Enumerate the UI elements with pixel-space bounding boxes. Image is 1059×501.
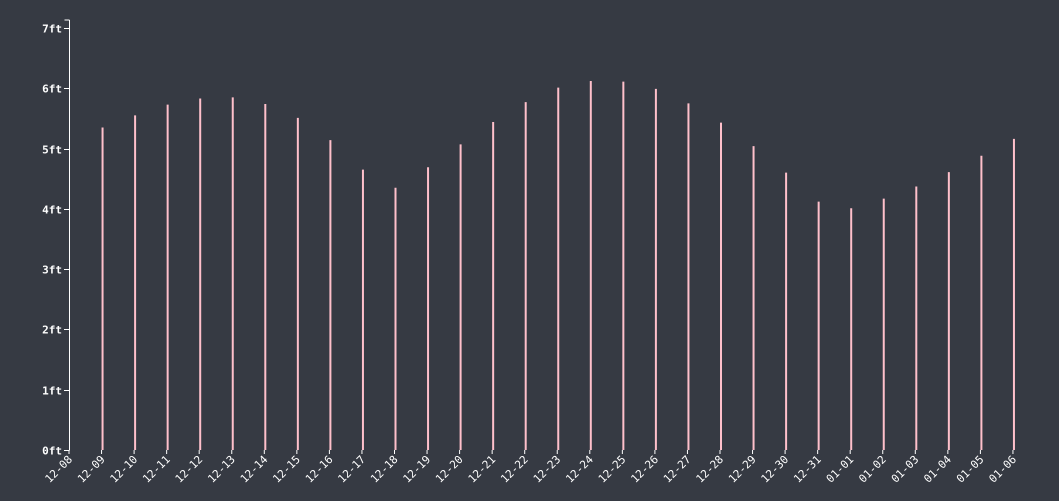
- y-tick-label: 5ft: [42, 144, 62, 157]
- x-tick-label: 12-26: [628, 453, 661, 486]
- y-tick-label: 0ft: [42, 445, 62, 458]
- x-tick-label: 12-12: [173, 453, 206, 486]
- x-tick-label: 01-02: [856, 453, 889, 486]
- x-tick-label: 12-25: [596, 453, 629, 486]
- x-tick-label: 12-08: [43, 453, 76, 486]
- x-tick-label: 12-27: [661, 453, 694, 486]
- x-tick-label: 12-30: [759, 453, 792, 486]
- x-tick-label: 12-23: [531, 453, 564, 486]
- x-tick-label: 01-05: [954, 453, 987, 486]
- bar-series: [101, 81, 1015, 450]
- x-tick-label: 01-06: [986, 453, 1019, 486]
- y-tick-label: 6ft: [42, 83, 62, 96]
- x-tick-label: 12-31: [791, 453, 824, 486]
- y-axis-line: [64, 19, 70, 451]
- x-tick-label: 12-13: [205, 453, 238, 486]
- x-tick-label: 12-24: [563, 453, 596, 486]
- y-tick-label: 2ft: [42, 324, 62, 337]
- x-tick-label: 12-17: [335, 453, 368, 486]
- x-tick-label: 12-18: [368, 453, 401, 486]
- x-tick-label: 01-03: [889, 453, 922, 486]
- y-tick-label: 1ft: [42, 385, 62, 398]
- x-tick-label: 12-29: [726, 453, 759, 486]
- y-tick-label: 4ft: [42, 204, 62, 217]
- x-tick-label: 12-19: [401, 453, 434, 486]
- y-tick-label: 3ft: [42, 264, 62, 277]
- x-tick-label: 12-11: [140, 453, 173, 486]
- y-tick-label: 7ft: [42, 23, 62, 36]
- x-tick-label: 12-15: [270, 453, 303, 486]
- x-tick-label: 12-22: [498, 453, 531, 486]
- x-tick-label: 12-14: [238, 453, 271, 486]
- y-axis: 0ft 1ft 2ft 3ft 4ft 5ft 6ft 7ft: [42, 19, 70, 458]
- x-tick-label: 01-01: [824, 453, 857, 486]
- x-tick-label: 12-28: [694, 453, 727, 486]
- x-tick-label: 12-10: [108, 453, 141, 486]
- x-tick-label: 12-20: [433, 453, 466, 486]
- x-tick-label: 01-04: [921, 453, 954, 486]
- x-tick-label: 12-16: [303, 453, 336, 486]
- x-axis: 12-08 12-09 12-10 12-11 12-12 12-13 12-14 12-15…: [43, 450, 1019, 486]
- x-tick-label: 12-21: [466, 453, 499, 486]
- x-tick-label: 12-09: [75, 453, 108, 486]
